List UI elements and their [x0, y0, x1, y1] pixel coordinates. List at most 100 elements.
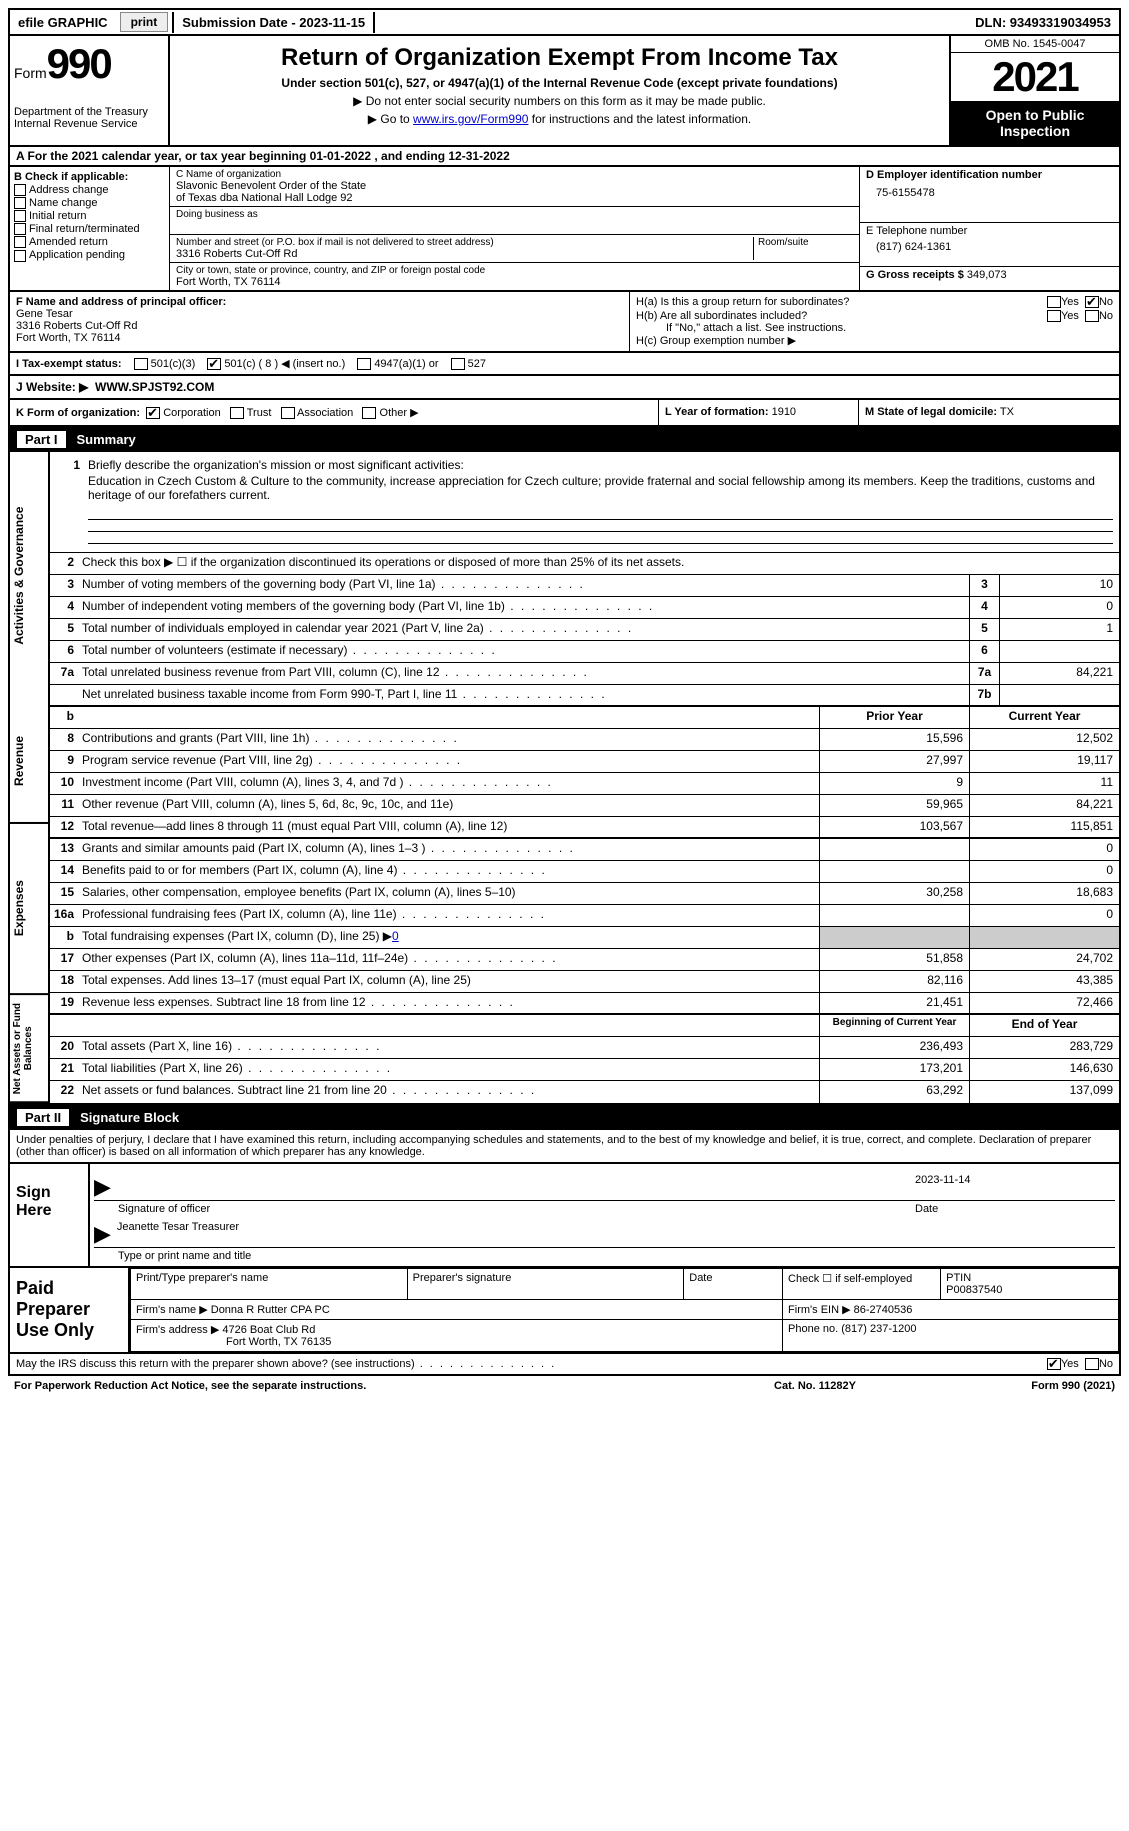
goto-post: for instructions and the latest informat… [528, 112, 751, 126]
chk-address-change[interactable]: Address change [14, 184, 165, 196]
website-label: J Website: ▶ [16, 380, 88, 394]
ha-no[interactable] [1085, 296, 1099, 308]
firm-addr1: 4726 Boat Club Rd [222, 1324, 315, 1336]
vtab-revenue: Revenue [10, 700, 48, 824]
phone-label: E Telephone number [866, 225, 1113, 237]
chk-4947[interactable] [357, 358, 371, 370]
omb-number: OMB No. 1545-0047 [951, 36, 1119, 53]
chk-corporation[interactable] [146, 407, 160, 419]
q15: Salaries, other compensation, employee b… [78, 883, 819, 904]
city-value: Fort Worth, TX 76114 [176, 276, 853, 288]
chk-amended-return[interactable]: Amended return [14, 236, 165, 248]
firm-addr-label: Firm's address ▶ [136, 1324, 219, 1336]
q14: Benefits paid to or for members (Part IX… [78, 861, 819, 882]
m-value: TX [1000, 406, 1014, 418]
vtab-netassets: Net Assets or Fund Balances [10, 995, 48, 1103]
k-l-m-row: K Form of organization: Corporation Trus… [8, 400, 1121, 427]
q7b: Net unrelated business taxable income fr… [78, 685, 969, 705]
p20: 236,493 [819, 1037, 969, 1058]
section-b-c-d: B Check if applicable: Address change Na… [8, 167, 1121, 292]
c16a: 0 [969, 905, 1119, 926]
discuss-row: May the IRS discuss this return with the… [8, 1354, 1121, 1376]
l-label: L Year of formation: [665, 406, 769, 418]
hb-label: H(b) Are all subordinates included? [636, 310, 1047, 322]
q7a: Total unrelated business revenue from Pa… [78, 663, 969, 684]
paid-preparer-section: Paid Preparer Use Only Print/Type prepar… [8, 1268, 1121, 1354]
q3: Number of voting members of the governin… [78, 575, 969, 596]
q5: Total number of individuals employed in … [78, 619, 969, 640]
k-label: K Form of organization: [16, 407, 140, 419]
ha-yes[interactable] [1047, 296, 1061, 308]
hb-yes[interactable] [1047, 310, 1061, 322]
website-value: WWW.SPJST92.COM [95, 380, 214, 394]
chk-application-pending[interactable]: Application pending [14, 249, 165, 261]
v3: 10 [999, 575, 1119, 596]
street-label: Number and street (or P.O. box if mail i… [176, 237, 753, 248]
p9: 27,997 [819, 751, 969, 772]
officer-addr1: 3316 Roberts Cut-Off Rd [16, 320, 623, 332]
phone-value: (817) 624-1361 [866, 241, 1113, 253]
hdr-end: End of Year [969, 1015, 1119, 1036]
q19: Revenue less expenses. Subtract line 18 … [78, 993, 819, 1013]
org-name-2: of Texas dba National Hall Lodge 92 [176, 192, 853, 204]
q18: Total expenses. Add lines 13–17 (must eq… [78, 971, 819, 992]
form-number: 990 [47, 40, 111, 87]
firm-name-label: Firm's name ▶ [136, 1304, 208, 1316]
ein-value: 75-6155478 [866, 187, 1113, 199]
irs-link[interactable]: www.irs.gov/Form990 [413, 112, 528, 126]
discuss-no[interactable] [1085, 1358, 1099, 1370]
chk-association[interactable] [281, 407, 295, 419]
c18: 43,385 [969, 971, 1119, 992]
v6 [999, 641, 1119, 662]
q20: Total assets (Part X, line 16) [78, 1037, 819, 1058]
q21: Total liabilities (Part X, line 26) [78, 1059, 819, 1080]
paperwork-notice: For Paperwork Reduction Act Notice, see … [14, 1380, 715, 1392]
form-footer: Form 990 (2021) [915, 1380, 1115, 1392]
chk-other[interactable] [362, 407, 376, 419]
q4: Number of independent voting members of … [78, 597, 969, 618]
c14: 0 [969, 861, 1119, 882]
chk-527[interactable] [451, 358, 465, 370]
q9: Program service revenue (Part VIII, line… [78, 751, 819, 772]
chk-501c[interactable] [207, 358, 221, 370]
sig-arrow-icon-2: ▶ [94, 1221, 111, 1247]
chk-initial-return[interactable]: Initial return [14, 210, 165, 222]
q12: Total revenue—add lines 8 through 11 (mu… [78, 817, 819, 837]
firm-name: Donna R Rutter CPA PC [211, 1304, 330, 1316]
sig-arrow-icon: ▶ [94, 1174, 111, 1200]
p15: 30,258 [819, 883, 969, 904]
vtab-expenses: Expenses [10, 824, 48, 995]
p17: 51,858 [819, 949, 969, 970]
chk-name-change[interactable]: Name change [14, 197, 165, 209]
prep-selfemp: Check ☐ if self-employed [783, 1269, 941, 1300]
form-word: Form [14, 65, 47, 81]
sig-officer-label: Signature of officer [94, 1203, 915, 1215]
officer-print-name: Jeanette Tesar Treasurer [117, 1221, 1115, 1247]
sig-date: 2023-11-14 [915, 1174, 1115, 1200]
org-name-label: C Name of organization [176, 169, 853, 180]
firm-phone: (817) 237-1200 [841, 1323, 916, 1335]
v5: 1 [999, 619, 1119, 640]
p12: 103,567 [819, 817, 969, 837]
p8: 15,596 [819, 729, 969, 750]
fundraising-link[interactable]: 0 [392, 929, 399, 943]
discuss-yes[interactable] [1047, 1358, 1061, 1370]
officer-name: Gene Tesar [16, 308, 623, 320]
chk-final-return[interactable]: Final return/terminated [14, 223, 165, 235]
q11: Other revenue (Part VIII, column (A), li… [78, 795, 819, 816]
chk-trust[interactable] [230, 407, 244, 419]
print-button[interactable]: print [120, 12, 169, 32]
l-value: 1910 [772, 406, 796, 418]
chk-501c3[interactable] [134, 358, 148, 370]
hb-no[interactable] [1085, 310, 1099, 322]
hdr-beg: Beginning of Current Year [819, 1015, 969, 1036]
hdr-prior: Prior Year [819, 707, 969, 728]
top-bar: efile GRAPHIC print Submission Date - 20… [8, 8, 1121, 36]
p21: 173,201 [819, 1059, 969, 1080]
hc-label: H(c) Group exemption number ▶ [636, 334, 1113, 347]
sign-here-label: Sign Here [10, 1164, 90, 1266]
c9: 19,117 [969, 751, 1119, 772]
hb-note: If "No," attach a list. See instructions… [636, 322, 1113, 334]
discuss-text: May the IRS discuss this return with the… [16, 1358, 1047, 1370]
q16b: Total fundraising expenses (Part IX, col… [78, 927, 819, 948]
